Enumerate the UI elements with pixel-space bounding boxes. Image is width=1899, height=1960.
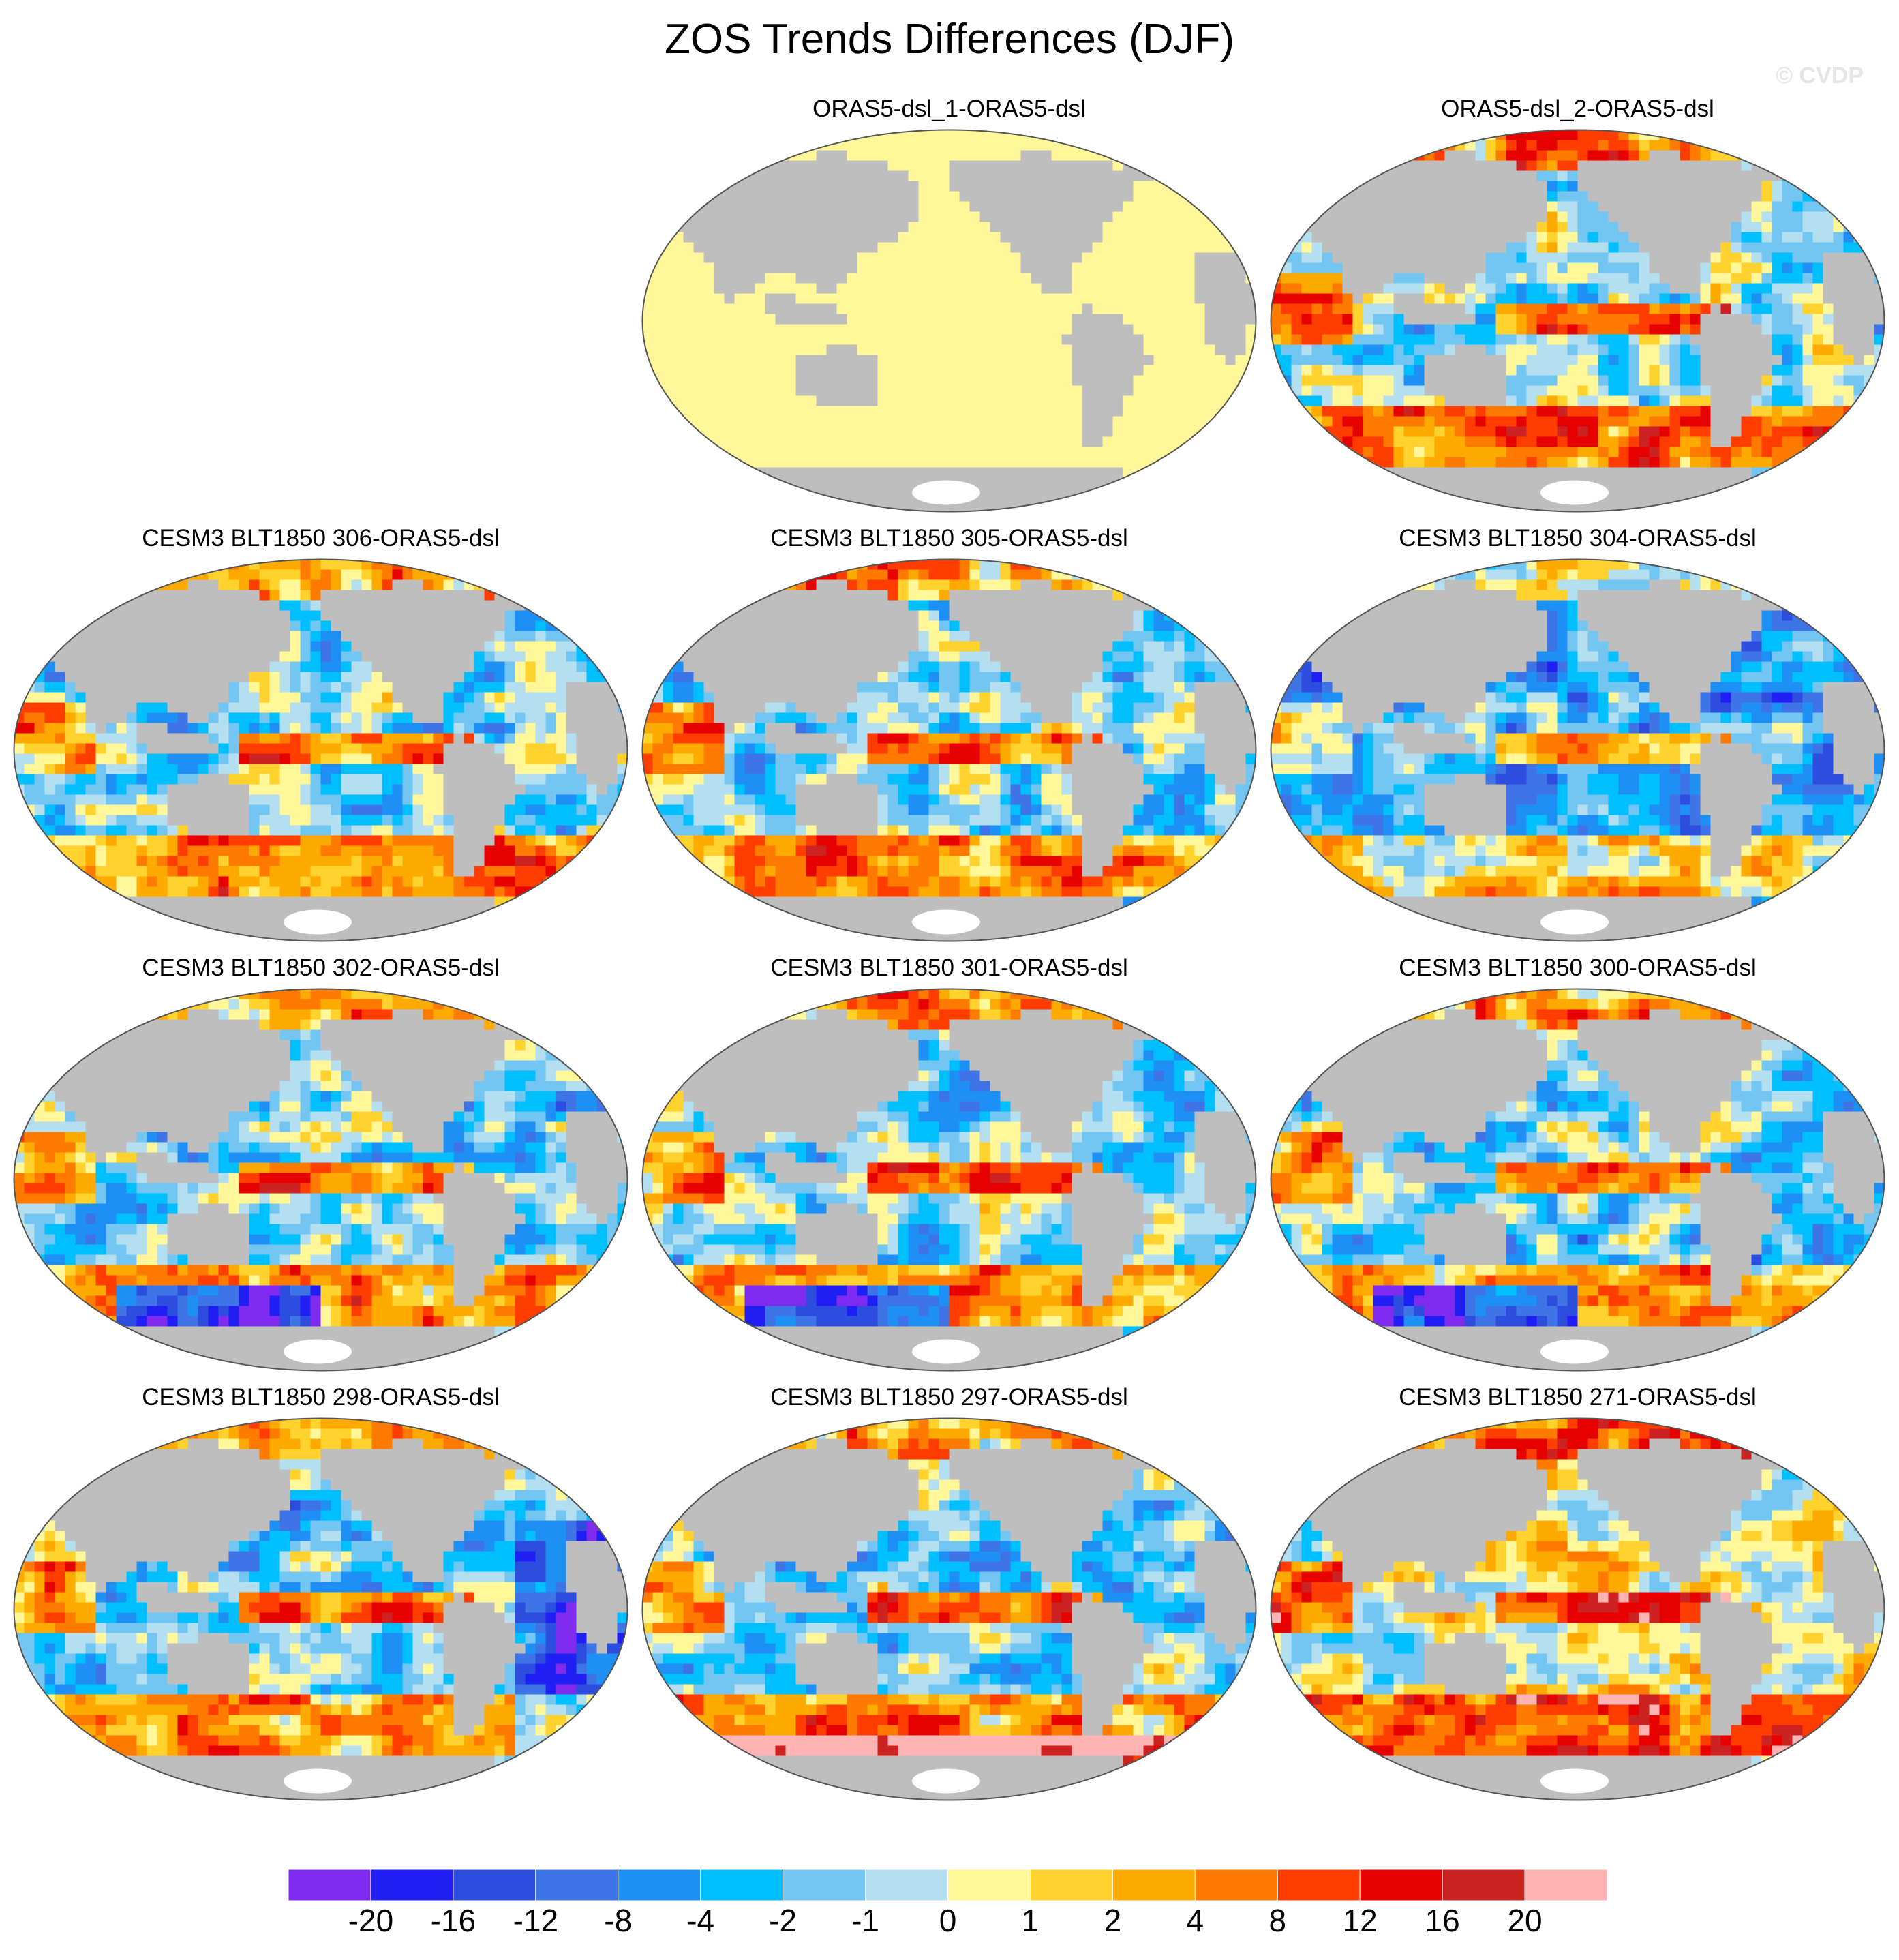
colorbar-tick-label: 2 [1104,1902,1122,1939]
colorbar-tick-label: 12 [1343,1902,1378,1939]
colorbar-tick-label: 8 [1268,1902,1286,1939]
colorbar-swatch [1442,1869,1525,1901]
colorbar-swatch [1194,1869,1278,1901]
colorbar-tick-label: 4 [1187,1902,1204,1939]
ocean-field [1271,559,1885,941]
cvdp-watermark: © CVDP [1776,63,1864,89]
ocean-field [14,1418,628,1800]
ocean-field [642,130,1256,512]
panel-title: CESM3 BLT1850 297-ORAS5-dsl [641,1384,1258,1411]
colorbar-swatch [288,1869,371,1901]
colorbar-swatch [535,1869,619,1901]
panel-title: CESM3 BLT1850 298-ORAS5-dsl [12,1384,629,1411]
map-outline [641,558,1257,942]
ice-shelf [911,909,980,935]
robinson-map [13,1417,628,1801]
robinson-map [641,129,1257,513]
panel-title: ORAS5-dsl_1-ORAS5-dsl [641,95,1258,123]
ocean-field [1271,989,1885,1371]
robinson-map [1270,558,1885,942]
ocean-field [642,559,1256,941]
ice-shelf [1540,480,1609,505]
robinson-map [1270,1417,1885,1801]
panel-title: CESM3 BLT1850 306-ORAS5-dsl [12,525,629,552]
colorbar-swatch [865,1869,948,1901]
colorbar-swatch [700,1869,784,1901]
map-panel: CESM3 BLT1850 301-ORAS5-dsl [641,954,1258,1377]
ocean-field [642,989,1256,1371]
map-outline [13,558,628,942]
colorbar-swatch [1277,1869,1361,1901]
map-outline [13,1417,628,1801]
map-panel: CESM3 BLT1850 300-ORAS5-dsl [1269,954,1886,1377]
figure-title: ZOS Trends Differences (DJF) [0,15,1899,63]
ice-shelf [283,1768,352,1794]
ocean-field [14,559,628,941]
colorbar-tick-label: -16 [431,1902,476,1939]
colorbar-tick-label: -2 [769,1902,797,1939]
panel-title: CESM3 BLT1850 302-ORAS5-dsl [12,954,629,982]
robinson-map [13,558,628,942]
map-outline [13,988,628,1372]
robinson-map [641,558,1257,942]
colorbar-tick-label: -4 [686,1902,714,1939]
colorbar-swatch [618,1869,701,1901]
map-outline [641,129,1257,513]
colorbar-swatch [783,1869,866,1901]
map-panel: CESM3 BLT1850 302-ORAS5-dsl [12,954,629,1377]
map-panel: CESM3 BLT1850 271-ORAS5-dsl [1269,1384,1886,1807]
panel-title: ORAS5-dsl_2-ORAS5-dsl [1269,95,1886,123]
map-outline [1270,988,1885,1372]
robinson-map [641,1417,1257,1801]
robinson-map [641,988,1257,1372]
map-outline [641,1417,1257,1801]
ice-shelf [283,909,352,935]
ice-shelf [911,480,980,505]
colorbar-tick-label: 1 [1022,1902,1039,1939]
map-panel: CESM3 BLT1850 305-ORAS5-dsl [641,525,1258,948]
colorbar-swatch [370,1869,454,1901]
ocean-field [642,1418,1256,1800]
ocean-field [1271,1418,1885,1800]
panel-title: CESM3 BLT1850 301-ORAS5-dsl [641,954,1258,982]
colorbar-tick-label: 20 [1507,1902,1542,1939]
ice-shelf [911,1768,980,1794]
colorbar-swatch [947,1869,1031,1901]
ice-shelf [1540,1768,1609,1794]
robinson-map [13,988,628,1372]
panel-title: CESM3 BLT1850 305-ORAS5-dsl [641,525,1258,552]
map-outline [1270,1417,1885,1801]
colorbar-tick-label: -8 [604,1902,632,1939]
panel-title: CESM3 BLT1850 271-ORAS5-dsl [1269,1384,1886,1411]
ice-shelf [1540,909,1609,935]
colorbar-tick-label: 16 [1425,1902,1460,1939]
map-panel: ORAS5-dsl_2-ORAS5-dsl [1269,95,1886,518]
colorbar-swatch [1524,1869,1608,1901]
panel-title: CESM3 BLT1850 300-ORAS5-dsl [1269,954,1886,982]
ice-shelf [911,1339,980,1364]
robinson-map [1270,129,1885,513]
ocean-field [1271,130,1885,512]
robinson-map [1270,988,1885,1372]
panel-title: CESM3 BLT1850 304-ORAS5-dsl [1269,525,1886,552]
colorbar-swatch [453,1869,536,1901]
ocean-field [14,989,628,1371]
ice-shelf [1540,1339,1609,1364]
map-panel: CESM3 BLT1850 298-ORAS5-dsl [12,1384,629,1807]
map-panel: ORAS5-dsl_1-ORAS5-dsl [641,95,1258,518]
map-panel: CESM3 BLT1850 304-ORAS5-dsl [1269,525,1886,948]
colorbar-tick-label: 0 [939,1902,957,1939]
colorbar-swatch [1029,1869,1113,1901]
map-panel: CESM3 BLT1850 306-ORAS5-dsl [12,525,629,948]
colorbar-tick-label: -20 [348,1902,393,1939]
ice-shelf [283,1339,352,1364]
map-outline [1270,129,1885,513]
colorbar-swatch [1112,1869,1196,1901]
map-outline [641,988,1257,1372]
colorbar-tick-label: -1 [851,1902,879,1939]
map-outline [1270,558,1885,942]
colorbar-swatch [1359,1869,1443,1901]
colorbar-tick-label: -12 [513,1902,558,1939]
map-panel: CESM3 BLT1850 297-ORAS5-dsl [641,1384,1258,1807]
